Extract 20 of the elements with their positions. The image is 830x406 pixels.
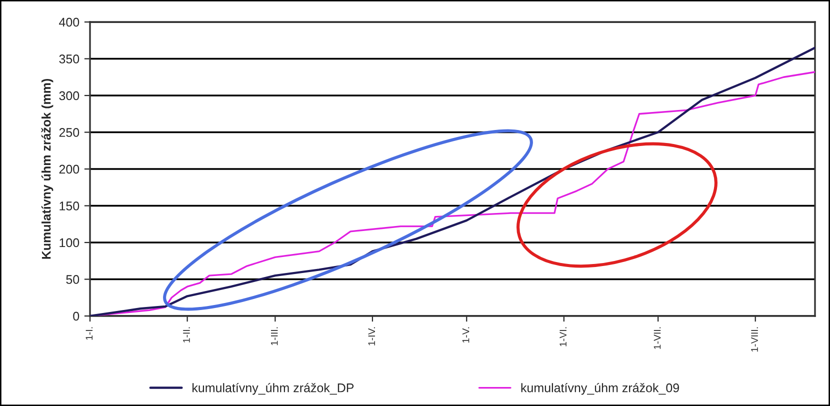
y-tick-label: 400 [59, 18, 80, 27]
y-tick-label: 50 [66, 275, 80, 284]
y-tick-label: 0 [73, 312, 80, 321]
x-tick-label: 1-III. [271, 327, 278, 346]
x-tick-label: 1-VIII. [751, 327, 758, 352]
legend-label: kumulatívny_úhm zrážok_DP [192, 382, 354, 395]
y-axis-title: Kumulatívny úhm zrážok (mm) [41, 78, 54, 259]
y-tick-label: 150 [60, 202, 80, 210]
x-tick-label: 1-I. [86, 327, 93, 340]
x-tick-label: 1-VII. [654, 327, 661, 349]
y-tick-label: 250 [59, 128, 80, 137]
y-tick-label: 100 [60, 238, 80, 248]
x-tick-label: 1-IV. [368, 327, 375, 346]
y-tick-label: 300 [59, 91, 80, 100]
x-tick-label: 1-II. [183, 327, 190, 342]
x-tick-label: 1-V. [462, 327, 470, 343]
legend-label: kumulatívny_úhm zrážok_09 [521, 382, 679, 395]
x-tick-label: 1-VI. [560, 327, 566, 346]
y-tick-label: 200 [59, 164, 80, 174]
y-tick-label: 350 [59, 54, 80, 64]
